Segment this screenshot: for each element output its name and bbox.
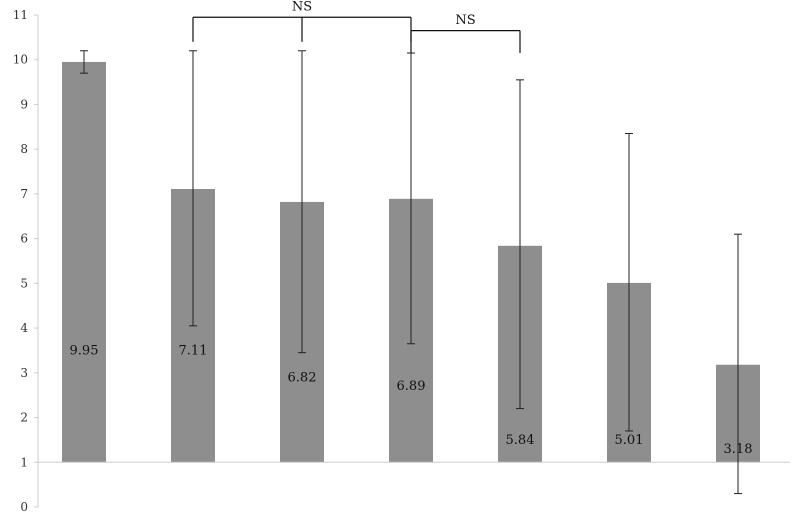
y-tick-label: 7 bbox=[20, 187, 28, 201]
data-label: 7.11 bbox=[179, 343, 208, 358]
significance-label: NS bbox=[455, 13, 475, 28]
bar bbox=[62, 61, 106, 463]
y-tick-label: 9 bbox=[20, 97, 28, 111]
data-label: 5.01 bbox=[615, 433, 644, 448]
y-tick-label: 4 bbox=[20, 321, 28, 335]
y-tick-label: 3 bbox=[20, 366, 28, 380]
y-tick-label: 6 bbox=[20, 232, 28, 246]
data-label: 3.18 bbox=[724, 442, 753, 457]
y-tick-label: 5 bbox=[20, 276, 28, 290]
data-label: 9.95 bbox=[70, 343, 99, 358]
y-tick-label: 8 bbox=[20, 142, 28, 156]
y-tick-label: 0 bbox=[20, 500, 28, 514]
y-tick-label: 1 bbox=[20, 455, 28, 469]
data-label: 6.89 bbox=[397, 379, 426, 394]
data-label: 5.84 bbox=[506, 433, 535, 448]
data-label: 6.82 bbox=[288, 370, 317, 385]
y-tick-label: 2 bbox=[20, 411, 28, 425]
y-tick-label: 10 bbox=[13, 53, 28, 67]
significance-label: NS bbox=[292, 0, 312, 15]
y-tick-label: 11 bbox=[13, 8, 28, 22]
